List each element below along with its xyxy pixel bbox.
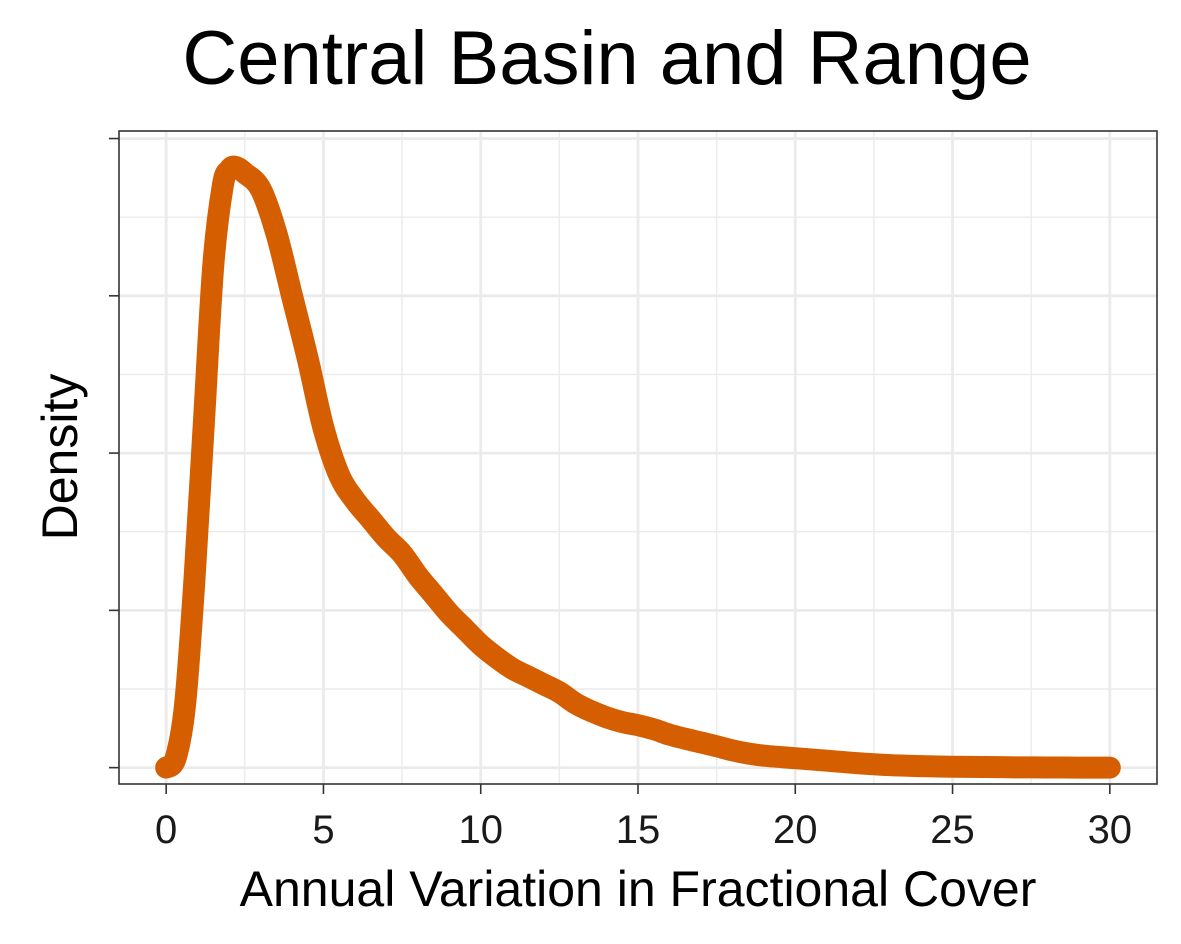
x-tick-label: 15 xyxy=(616,808,661,852)
x-axis-title: Annual Variation in Fractional Cover xyxy=(240,861,1037,917)
density-line xyxy=(155,155,1121,779)
x-axis: 0 5 10 15 20 25 30 xyxy=(155,784,1132,852)
chart-title: Central Basin and Range xyxy=(182,16,1031,101)
x-tick-label: 10 xyxy=(458,808,503,852)
plot-area xyxy=(118,130,1158,785)
y-axis xyxy=(109,137,119,769)
series-layer xyxy=(155,155,1121,779)
x-tick-label: 5 xyxy=(312,808,334,852)
x-tick-label: 20 xyxy=(773,808,818,852)
x-tick-label: 0 xyxy=(155,808,177,852)
y-axis-title: Density xyxy=(32,374,88,541)
x-tick-label: 30 xyxy=(1088,808,1133,852)
x-tick-label: 25 xyxy=(930,808,975,852)
